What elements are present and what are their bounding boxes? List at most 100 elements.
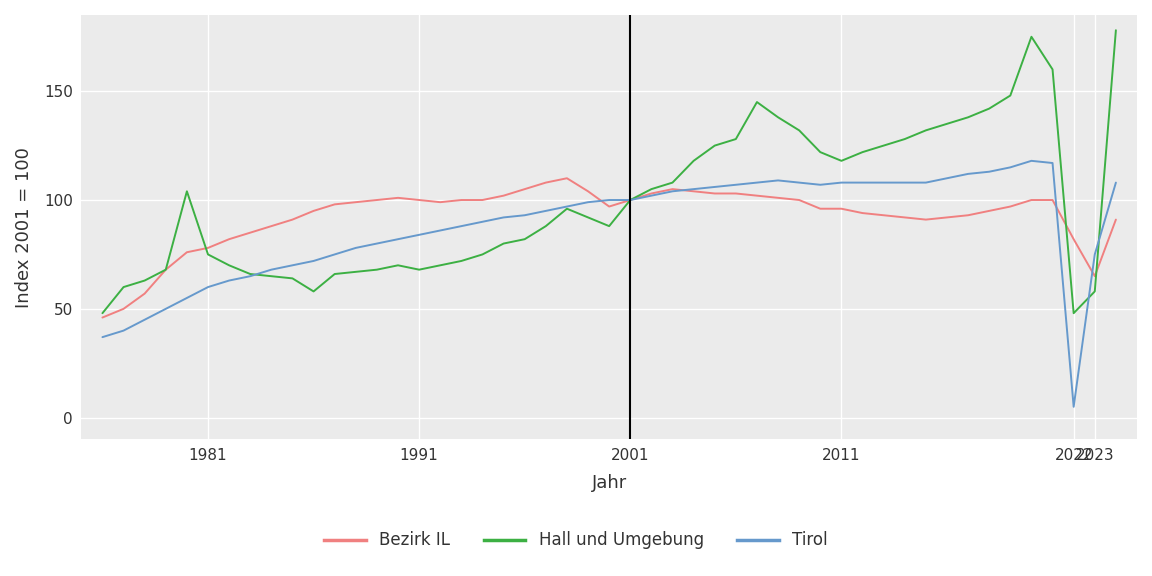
Tirol [476,218,490,225]
Tirol [454,223,468,230]
Bezirk IL [392,194,406,201]
Hall und Umgebung [729,135,743,142]
Tirol [349,244,363,251]
Bezirk IL [180,249,194,256]
Bezirk IL [877,212,890,219]
Tirol [834,179,848,186]
Tirol [983,168,996,175]
Line: Bezirk IL: Bezirk IL [103,178,1116,317]
Tirol [771,177,785,184]
Hall und Umgebung [1046,66,1060,73]
Hall und Umgebung [138,277,152,284]
Hall und Umgebung [834,157,848,164]
Tirol [707,184,721,191]
Hall und Umgebung [666,179,680,186]
Bezirk IL [433,199,447,206]
Tirol [666,188,680,195]
Bezirk IL [813,205,827,212]
Hall und Umgebung [539,223,553,230]
Bezirk IL [370,196,384,203]
Hall und Umgebung [1109,26,1123,33]
Tirol [497,214,510,221]
Tirol [856,179,870,186]
Hall und Umgebung [454,257,468,264]
Hall und Umgebung [96,310,109,317]
Hall und Umgebung [581,214,594,221]
Tirol [581,199,594,206]
Bezirk IL [793,196,806,203]
Hall und Umgebung [771,114,785,121]
Tirol [793,179,806,186]
Hall und Umgebung [856,149,870,156]
Bezirk IL [771,194,785,201]
Hall und Umgebung [1067,310,1081,317]
Tirol [1109,179,1123,186]
Bezirk IL [222,236,236,242]
Hall und Umgebung [497,240,510,247]
Bezirk IL [897,214,911,221]
Bezirk IL [983,207,996,214]
Hall und Umgebung [392,262,406,269]
Hall und Umgebung [1024,33,1038,40]
Bezirk IL [412,196,426,203]
Tirol [517,212,531,219]
Bezirk IL [750,192,764,199]
Tirol [1024,157,1038,164]
Tirol [138,316,152,323]
Hall und Umgebung [1003,92,1017,99]
Hall und Umgebung [243,271,257,278]
Tirol [412,232,426,238]
Bezirk IL [961,212,975,219]
Tirol [602,196,616,203]
Hall und Umgebung [116,283,130,290]
Tirol [1003,164,1017,171]
X-axis label: Jahr: Jahr [591,474,627,492]
Hall und Umgebung [222,262,236,269]
Hall und Umgebung [159,266,173,273]
Hall und Umgebung [961,114,975,121]
Bezirk IL [306,207,320,214]
Bezirk IL [687,188,700,195]
Bezirk IL [96,314,109,321]
Hall und Umgebung [602,223,616,230]
Bezirk IL [243,229,257,236]
Bezirk IL [919,216,933,223]
Bezirk IL [476,196,490,203]
Tirol [539,207,553,214]
Bezirk IL [729,190,743,197]
Bezirk IL [328,201,342,208]
Tirol [243,272,257,279]
Tirol [96,334,109,340]
Tirol [644,192,658,199]
Tirol [560,203,574,210]
Hall und Umgebung [517,236,531,242]
Hall und Umgebung [687,157,700,164]
Bezirk IL [454,196,468,203]
Hall und Umgebung [180,188,194,195]
Tirol [116,327,130,334]
Hall und Umgebung [983,105,996,112]
Tirol [961,170,975,177]
Bezirk IL [1024,196,1038,203]
Tirol [940,175,954,181]
Bezirk IL [581,188,594,195]
Tirol [286,262,300,269]
Hall und Umgebung [897,135,911,142]
Bezirk IL [159,266,173,273]
Tirol [222,277,236,284]
Tirol [687,185,700,192]
Bezirk IL [1087,272,1101,279]
Hall und Umgebung [286,275,300,282]
Bezirk IL [1109,216,1123,223]
Tirol [750,179,764,186]
Hall und Umgebung [750,98,764,105]
Bezirk IL [202,244,215,251]
Tirol [623,196,637,203]
Tirol [813,181,827,188]
Bezirk IL [707,190,721,197]
Line: Hall und Umgebung: Hall und Umgebung [103,30,1116,313]
Bezirk IL [560,175,574,181]
Bezirk IL [602,203,616,210]
Bezirk IL [539,179,553,186]
Tirol [159,305,173,312]
